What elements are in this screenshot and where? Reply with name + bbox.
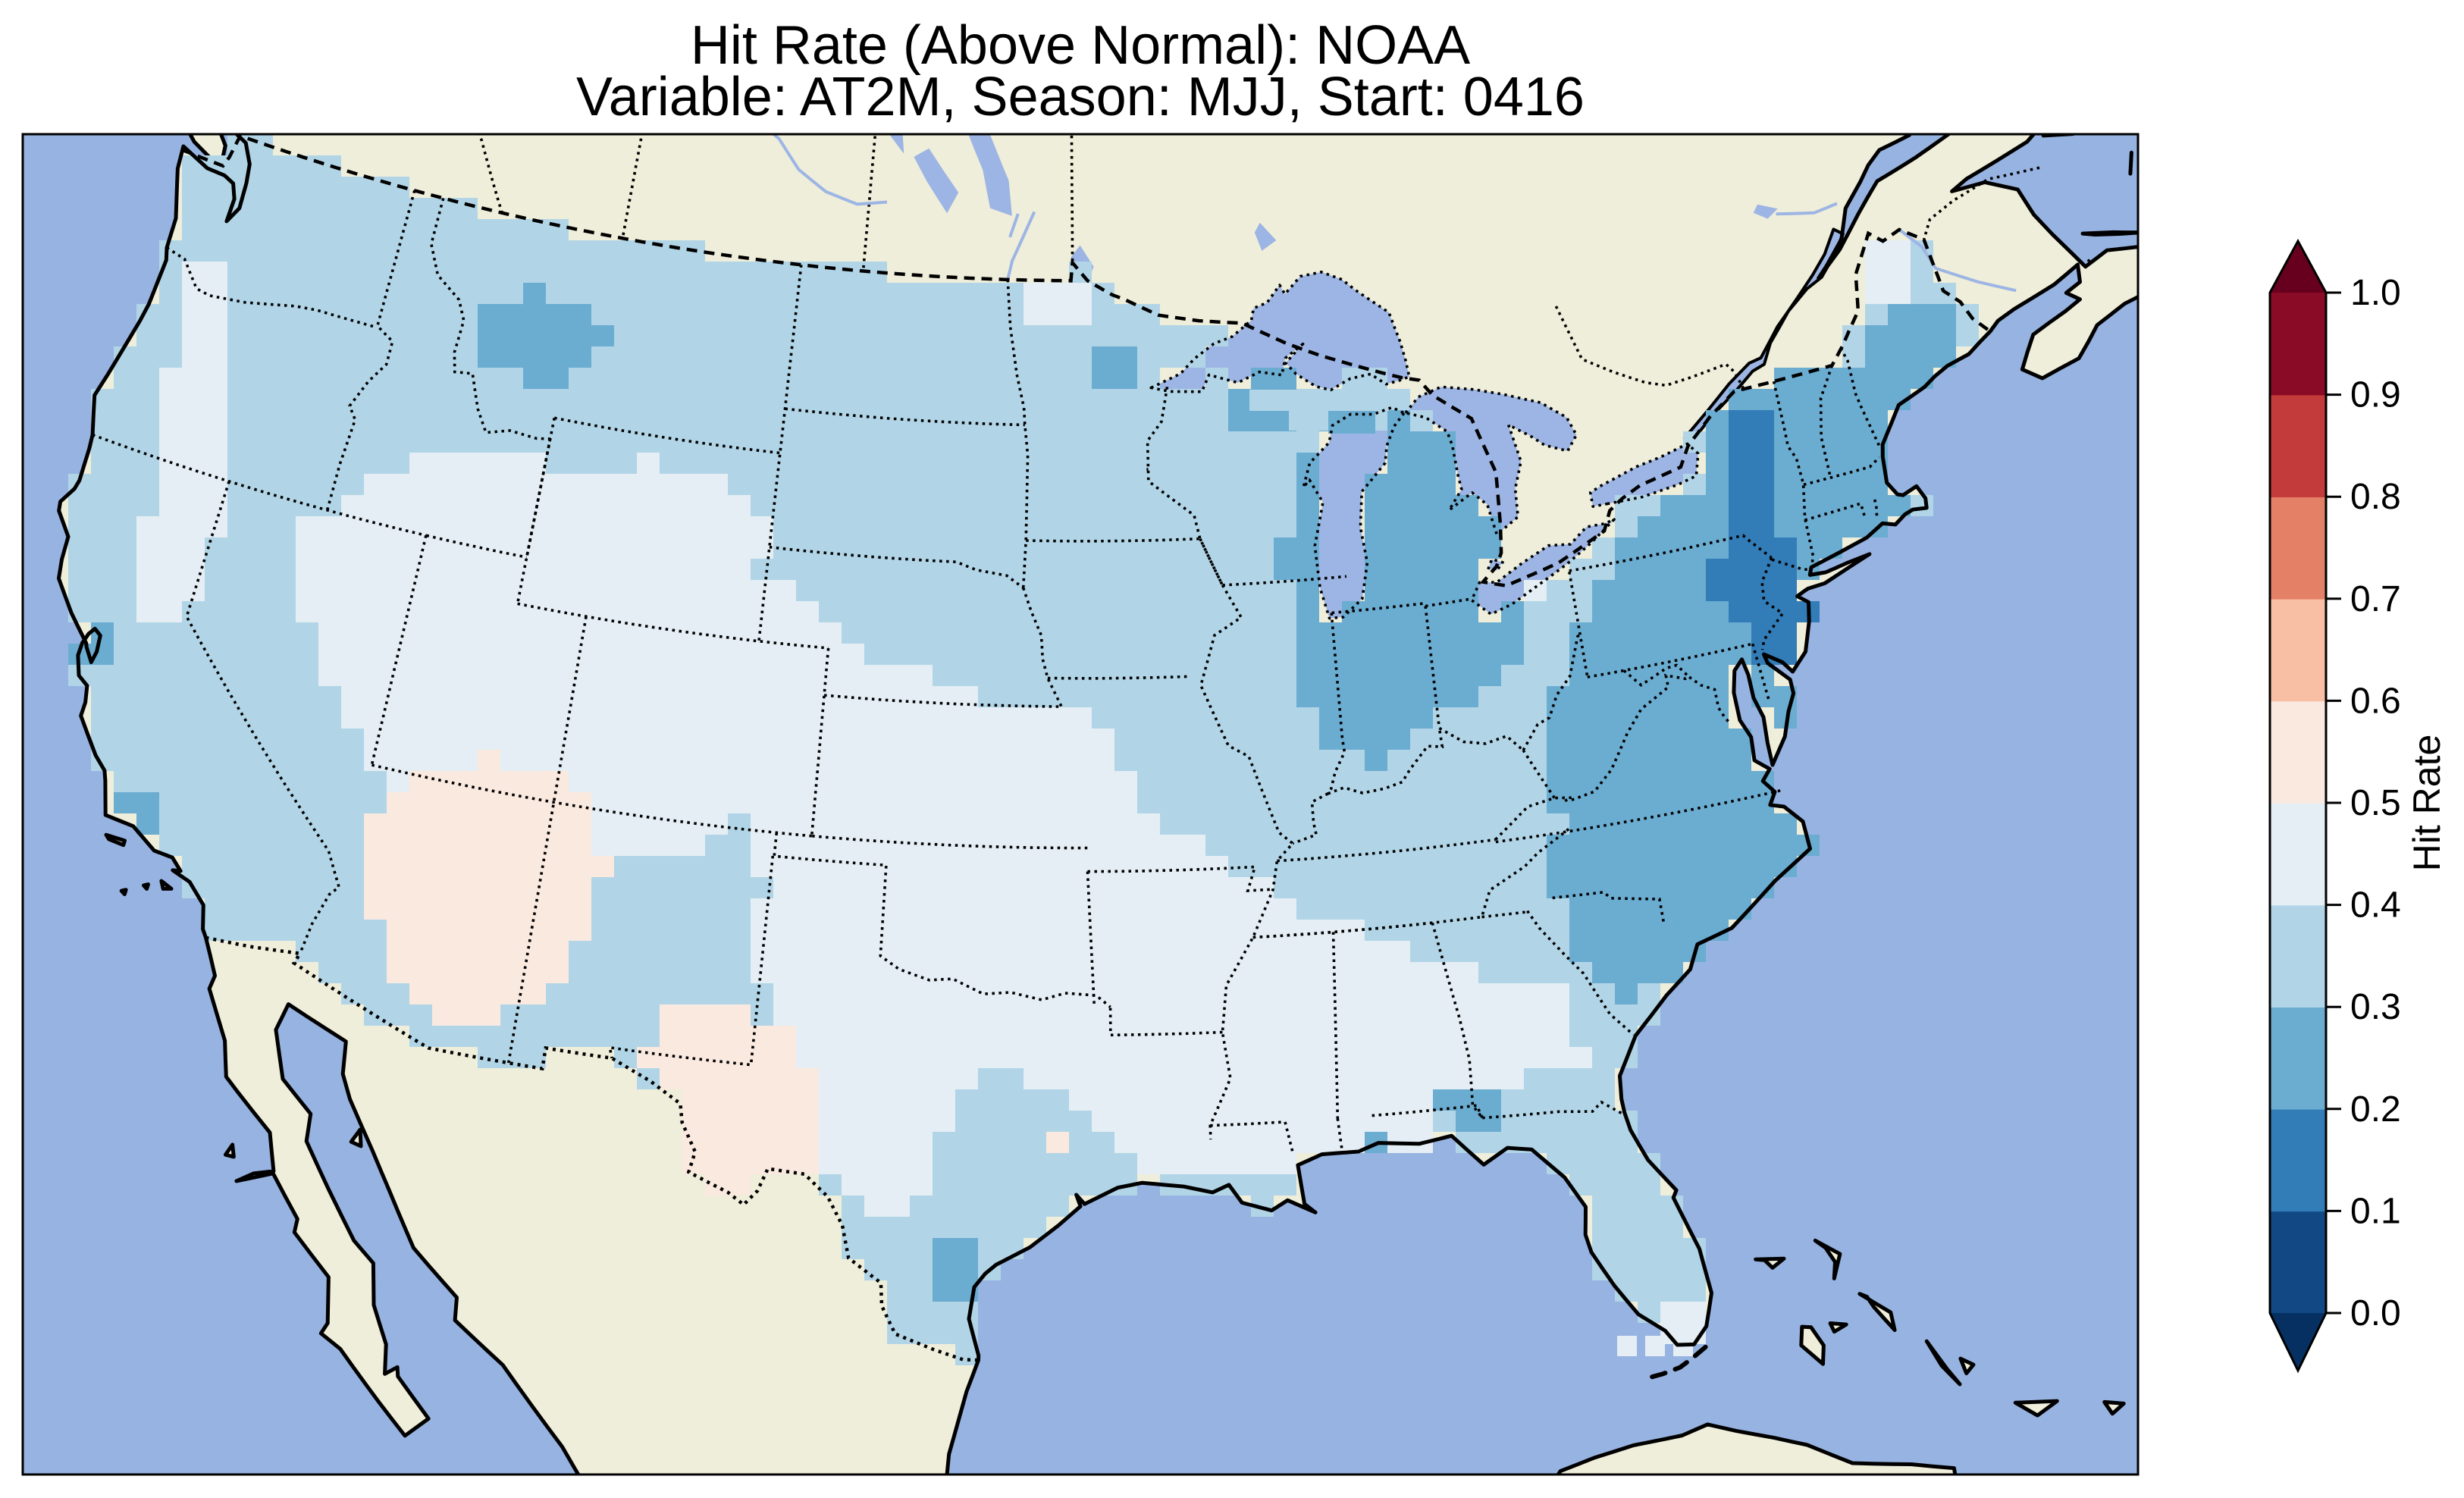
svg-text:1.0: 1.0 [2350, 273, 2401, 313]
svg-text:0.4: 0.4 [2350, 885, 2401, 926]
svg-text:Hit Rate: Hit Rate [2406, 735, 2448, 872]
svg-text:Hit Rate (Above Normal): NOAA: Hit Rate (Above Normal): NOAA [691, 15, 1470, 76]
svg-text:0.7: 0.7 [2350, 579, 2401, 619]
svg-text:0.9: 0.9 [2350, 375, 2401, 415]
svg-text:Variable: AT2M, Season: MJJ, S: Variable: AT2M, Season: MJJ, Start: 0416 [576, 67, 1585, 127]
svg-text:0.6: 0.6 [2350, 681, 2401, 721]
svg-text:0.8: 0.8 [2350, 477, 2401, 517]
svg-text:0.2: 0.2 [2350, 1089, 2401, 1130]
svg-text:0.5: 0.5 [2350, 783, 2401, 823]
svg-text:0.0: 0.0 [2350, 1293, 2401, 1333]
svg-text:0.3: 0.3 [2350, 987, 2401, 1027]
svg-text:0.1: 0.1 [2350, 1191, 2401, 1231]
